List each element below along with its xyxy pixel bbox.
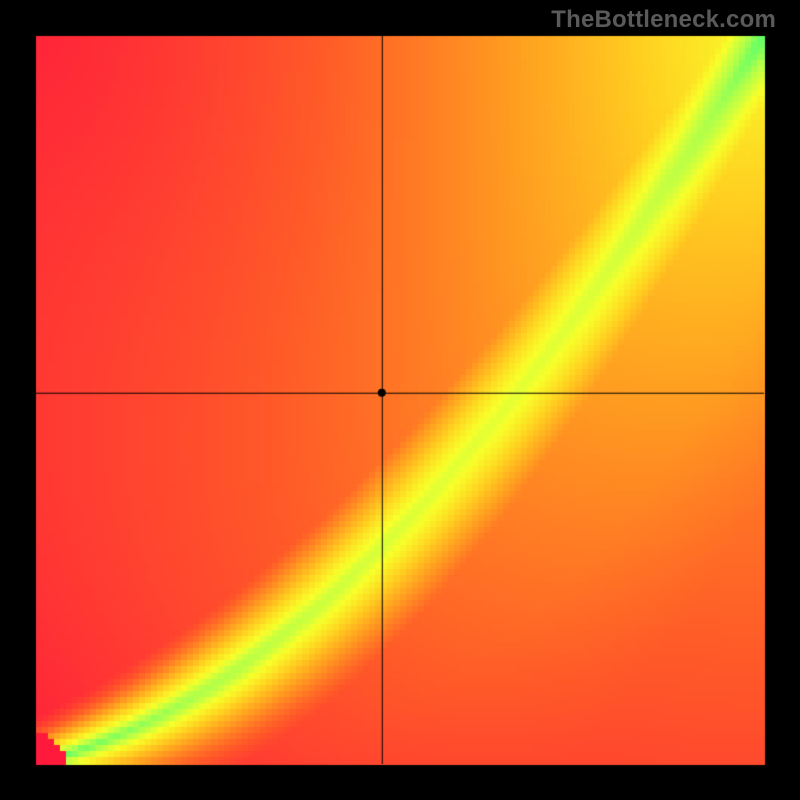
bottleneck-heatmap	[0, 0, 800, 800]
watermark-text: TheBottleneck.com	[551, 6, 776, 34]
chart-container: TheBottleneck.com	[0, 0, 800, 800]
